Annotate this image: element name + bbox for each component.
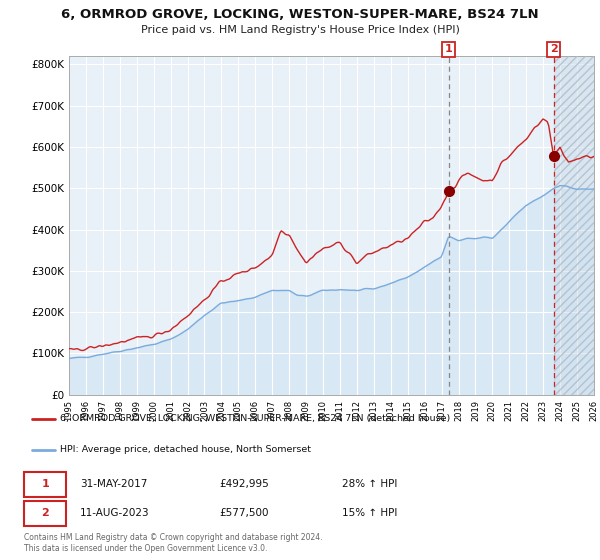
Text: Price paid vs. HM Land Registry's House Price Index (HPI): Price paid vs. HM Land Registry's House … [140, 25, 460, 35]
Bar [554, 56, 594, 395]
Text: Contains HM Land Registry data © Crown copyright and database right 2024.
This d: Contains HM Land Registry data © Crown c… [24, 533, 323, 553]
Text: 6, ORMROD GROVE, LOCKING, WESTON-SUPER-MARE, BS24 7LN (detached house): 6, ORMROD GROVE, LOCKING, WESTON-SUPER-M… [60, 414, 451, 423]
Bar [554, 56, 594, 395]
Text: 6, ORMROD GROVE, LOCKING, WESTON-SUPER-MARE, BS24 7LN: 6, ORMROD GROVE, LOCKING, WESTON-SUPER-M… [61, 8, 539, 21]
Text: £577,500: £577,500 [220, 508, 269, 519]
Text: £492,995: £492,995 [220, 479, 269, 489]
Text: 15% ↑ HPI: 15% ↑ HPI [342, 508, 397, 519]
Text: 2: 2 [550, 44, 557, 54]
Text: 31-MAY-2017: 31-MAY-2017 [80, 479, 147, 489]
Text: 1: 1 [445, 44, 452, 54]
Text: 28% ↑ HPI: 28% ↑ HPI [342, 479, 397, 489]
FancyBboxPatch shape [24, 501, 66, 526]
FancyBboxPatch shape [24, 472, 66, 497]
Text: 11-AUG-2023: 11-AUG-2023 [80, 508, 149, 519]
Text: 1: 1 [41, 479, 49, 489]
Text: 2: 2 [41, 508, 49, 519]
Text: HPI: Average price, detached house, North Somerset: HPI: Average price, detached house, Nort… [60, 445, 311, 454]
